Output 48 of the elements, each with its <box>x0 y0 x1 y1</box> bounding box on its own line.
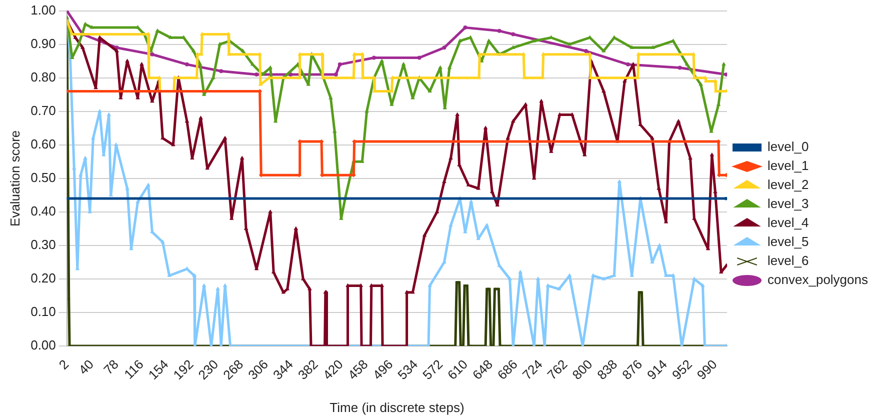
legend-label: level_2 <box>768 177 809 192</box>
y-tick-label: 0.50 <box>30 170 56 185</box>
legend-label: level_3 <box>768 196 809 212</box>
legend-label: level_0 <box>768 139 809 154</box>
legend-label: level_6 <box>768 253 809 268</box>
x-tick-label: 78 <box>100 356 122 378</box>
legend-label: level_1 <box>768 158 809 174</box>
legend-label: level_5 <box>768 234 809 250</box>
x-tick-label: 230 <box>195 356 222 383</box>
y-tick-label: 0.60 <box>30 136 56 152</box>
x-tick-label: 306 <box>245 356 272 383</box>
y-tick-label: 0.70 <box>30 102 56 118</box>
x-tick-label: 268 <box>220 356 246 383</box>
y-tick-label: 0.40 <box>30 204 56 219</box>
x-tick-label: 116 <box>121 356 146 382</box>
x-tick-label: 952 <box>668 356 695 383</box>
y-tick-label: 0.10 <box>30 304 56 320</box>
x-axis-title: Time (in discrete steps) <box>330 400 464 415</box>
x-tick-label: 838 <box>594 356 620 383</box>
y-tick-label: 0.20 <box>30 270 56 286</box>
x-tick-label: 800 <box>569 356 596 383</box>
y-tick-label: 1.00 <box>30 2 56 18</box>
x-tick-label: 458 <box>344 356 371 383</box>
y-tick-label: 0.30 <box>30 237 56 252</box>
x-tick-label: 914 <box>644 356 670 383</box>
x-tick-label: 420 <box>320 356 346 383</box>
x-tick-label: 610 <box>444 356 471 383</box>
y-tick-label: 0.00 <box>30 338 56 353</box>
y-tick-label: 0.80 <box>30 69 56 84</box>
x-tick-label: 762 <box>544 356 570 383</box>
x-tick-label: 382 <box>294 356 321 383</box>
x-tick-label: 990 <box>694 356 720 383</box>
x-tick-label: 344 <box>270 356 296 383</box>
y-tick-label: 0.90 <box>30 36 56 51</box>
x-tick-label: 192 <box>170 356 196 383</box>
legend-label: level_4 <box>768 215 809 230</box>
x-tick-label: 496 <box>370 356 396 383</box>
y-axis-title: Evaluation score <box>7 130 22 226</box>
legend-label: convex_polygons <box>768 272 868 288</box>
x-tick-label: 154 <box>145 356 172 383</box>
x-tick-label: 686 <box>494 356 520 383</box>
x-tick-label: 40 <box>76 356 96 378</box>
x-tick-label: 534 <box>394 356 421 383</box>
x-tick-label: 2 <box>56 356 72 372</box>
x-tick-label: 876 <box>619 356 646 383</box>
x-tick-label: 572 <box>420 356 446 383</box>
x-tick-label: 724 <box>519 356 546 383</box>
x-tick-label: 648 <box>470 356 496 383</box>
